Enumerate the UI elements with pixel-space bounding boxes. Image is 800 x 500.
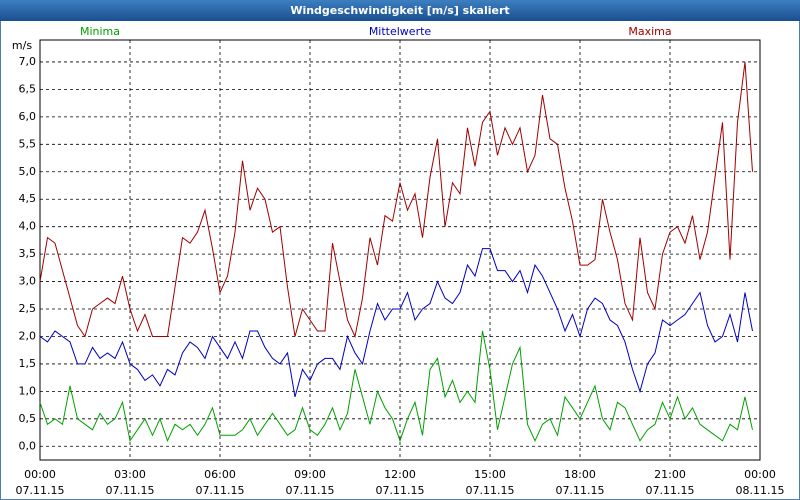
x-tick-label: 15:00 xyxy=(474,468,506,481)
y-tick-label: 7,0 xyxy=(19,55,37,68)
y-tick-label: 0,5 xyxy=(19,412,37,425)
x-tick-label: 12:00 xyxy=(384,468,416,481)
y-tick-label: 0,0 xyxy=(19,439,37,452)
series-line xyxy=(39,248,753,397)
title-bar xyxy=(0,0,800,21)
chart-title: Windgeschwindigkeit [m/s] skaliert xyxy=(290,4,509,17)
x-tick-label: 00:00 xyxy=(744,468,776,481)
y-tick-label: 3,5 xyxy=(19,247,37,260)
legend-entry: Maxima xyxy=(628,25,671,38)
x-tick-date: 07.11.15 xyxy=(556,484,605,497)
y-tick-label: 6,5 xyxy=(19,82,37,95)
x-tick-date: 07.11.15 xyxy=(196,484,245,497)
y-tick-label: 4,5 xyxy=(19,192,37,205)
y-tick-label: 1,0 xyxy=(19,384,37,397)
x-tick-label: 09:00 xyxy=(294,468,326,481)
y-tick-label: 3,0 xyxy=(19,275,37,288)
y-tick-label: 1,5 xyxy=(19,357,37,370)
x-tick-date: 07.11.15 xyxy=(466,484,515,497)
series-line xyxy=(39,330,753,443)
x-tick-date: 08.11.15 xyxy=(736,484,785,497)
y-tick-label: 6,0 xyxy=(19,110,37,123)
y-tick-label: 2,0 xyxy=(19,329,37,342)
legend-entry: Mittelwerte xyxy=(369,25,432,38)
x-tick-date: 07.11.15 xyxy=(646,484,695,497)
x-tick-date: 07.11.15 xyxy=(376,484,425,497)
y-tick-label: 4,0 xyxy=(19,220,37,233)
y-tick-label: 2,5 xyxy=(19,302,37,315)
x-tick-label: 18:00 xyxy=(564,468,596,481)
series-line xyxy=(39,61,753,339)
y-tick-label: 5,5 xyxy=(19,137,37,150)
y-axis-label: m/s xyxy=(12,39,32,52)
x-tick-date: 07.11.15 xyxy=(286,484,335,497)
x-tick-label: 21:00 xyxy=(654,468,686,481)
x-tick-label: 06:00 xyxy=(204,468,236,481)
y-tick-label: 5,0 xyxy=(19,165,37,178)
legend-entry: Minima xyxy=(80,25,120,38)
x-tick-label: 00:00 xyxy=(24,468,56,481)
x-tick-label: 03:00 xyxy=(114,468,146,481)
x-tick-date: 07.11.15 xyxy=(106,484,155,497)
x-tick-date: 07.11.15 xyxy=(16,484,65,497)
